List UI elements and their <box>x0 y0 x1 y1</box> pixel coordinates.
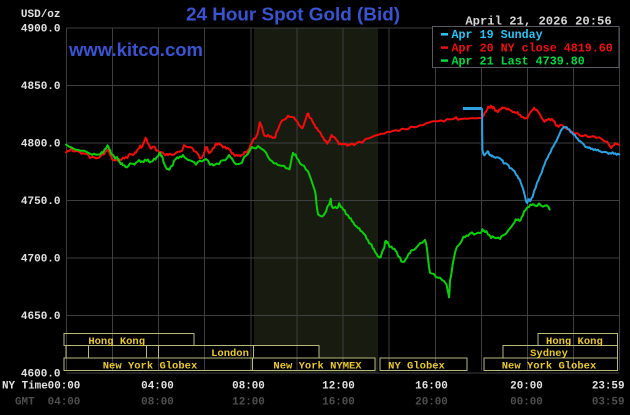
svg-text:04:00: 04:00 <box>48 396 81 408</box>
svg-text:London: London <box>211 348 249 360</box>
svg-text:20:00: 20:00 <box>510 380 543 392</box>
svg-text:GMT: GMT <box>15 396 35 408</box>
svg-text:24 Hour Spot Gold (Bid): 24 Hour Spot Gold (Bid) <box>186 4 400 25</box>
svg-text:New York Globex: New York Globex <box>502 361 597 373</box>
svg-text:4700.0: 4700.0 <box>21 254 61 266</box>
svg-text:4750.0: 4750.0 <box>21 196 61 208</box>
svg-text:Hong Kong: Hong Kong <box>546 336 603 348</box>
svg-text:Apr 21 Last 4739.80: Apr 21 Last 4739.80 <box>452 54 585 68</box>
svg-text:Sydney: Sydney <box>530 348 569 360</box>
svg-text:4650.0: 4650.0 <box>21 311 61 323</box>
svg-text:00:00: 00:00 <box>48 380 81 392</box>
svg-text:Apr 20 NY close 4819.60: Apr 20 NY close 4819.60 <box>452 41 613 55</box>
svg-text:23:59: 23:59 <box>592 380 625 392</box>
svg-text:12:00: 12:00 <box>322 380 355 392</box>
svg-text:4800.0: 4800.0 <box>21 139 61 151</box>
svg-text:12:00: 12:00 <box>232 396 265 408</box>
svg-text:4900.0: 4900.0 <box>21 24 61 36</box>
svg-text:03:59: 03:59 <box>592 396 625 408</box>
svg-text:20:00: 20:00 <box>415 396 448 408</box>
svg-text:New York Globex: New York Globex <box>103 361 198 373</box>
svg-text:4850.0: 4850.0 <box>21 81 61 93</box>
svg-text:4600.0: 4600.0 <box>21 369 61 381</box>
svg-text:New York NYMEX: New York NYMEX <box>273 361 362 373</box>
svg-text:Hong Kong: Hong Kong <box>88 336 145 348</box>
svg-text:Apr 19 Sunday: Apr 19 Sunday <box>452 28 543 42</box>
svg-text:www.kitco.com: www.kitco.com <box>68 39 203 60</box>
svg-text:NY Globex: NY Globex <box>388 361 445 373</box>
svg-text:08:00: 08:00 <box>232 380 265 392</box>
svg-text:08:00: 08:00 <box>141 396 174 408</box>
svg-text:16:00: 16:00 <box>415 380 448 392</box>
svg-text:04:00: 04:00 <box>141 380 174 392</box>
svg-text:16:00: 16:00 <box>322 396 355 408</box>
svg-text:April 21, 2026 20:56: April 21, 2026 20:56 <box>465 14 611 28</box>
svg-text:USD/oz: USD/oz <box>21 9 61 21</box>
svg-text:NY Time: NY Time <box>2 380 48 392</box>
svg-text:00:00: 00:00 <box>510 396 543 408</box>
